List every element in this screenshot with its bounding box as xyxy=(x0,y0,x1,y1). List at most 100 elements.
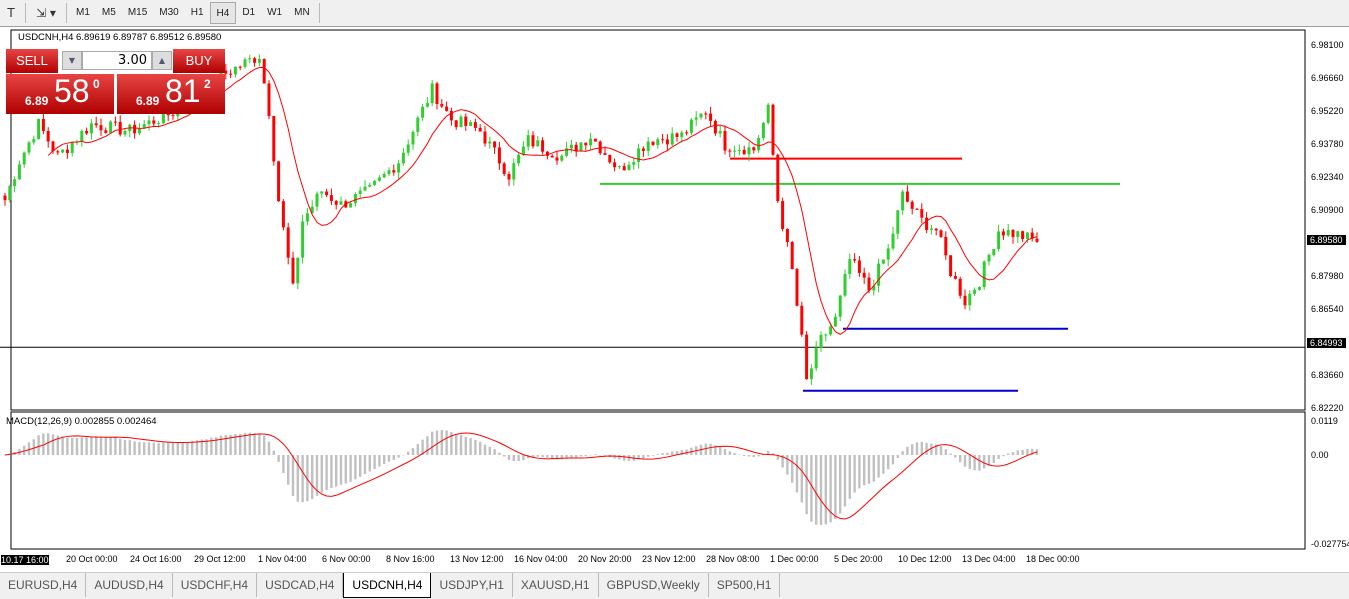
timeframe-w1[interactable]: W1 xyxy=(267,7,283,18)
macd-bar xyxy=(339,455,343,485)
macd-bar xyxy=(234,434,237,455)
macd-bar xyxy=(402,454,405,456)
chart-tab[interactable]: EURUSD,H4 xyxy=(0,573,87,597)
price-axis-label: 6.82220 xyxy=(1311,403,1344,413)
text-tool-icon[interactable]: T xyxy=(7,6,15,20)
macd-bar xyxy=(603,455,607,456)
macd-bar xyxy=(416,443,419,455)
macd-bar xyxy=(1002,455,1005,457)
macd-bar xyxy=(301,455,304,503)
chart-tab[interactable]: USDJPY,H1 xyxy=(431,573,513,597)
macd-bar xyxy=(584,455,587,456)
chart-tab[interactable]: SP500,H1 xyxy=(709,573,781,597)
candle xyxy=(833,316,837,327)
macd-bar xyxy=(560,455,563,460)
lot-increase-button[interactable]: ▲ xyxy=(152,51,172,70)
bid-price[interactable]: 6.89 58 0 xyxy=(6,73,114,114)
candle xyxy=(406,144,410,153)
macd-bar xyxy=(349,455,352,482)
candle xyxy=(694,117,698,120)
candle xyxy=(137,128,141,134)
lot-decrease-button[interactable]: ▼ xyxy=(62,51,82,70)
candle xyxy=(776,154,780,202)
candle xyxy=(901,191,905,211)
timeframe-m15[interactable]: M15 xyxy=(127,7,148,18)
macd-bar xyxy=(119,438,122,455)
lot-size-input[interactable]: 3.00 xyxy=(82,51,152,70)
candle xyxy=(589,138,593,146)
macd-bar xyxy=(1011,452,1015,455)
candle xyxy=(795,269,799,306)
macd-bar xyxy=(282,455,285,474)
chart-tabs: EURUSD,H4 AUDUSD,H4 USDCHF,H4 USDCAD,H4 USDC… xyxy=(0,572,1349,599)
candle xyxy=(397,163,401,173)
timeframe-m5[interactable]: M5 xyxy=(101,7,116,18)
candle xyxy=(910,201,914,209)
candle xyxy=(896,210,900,234)
candle xyxy=(987,254,991,262)
candle xyxy=(886,248,890,260)
sell-button[interactable]: SELL xyxy=(6,49,58,73)
macd-bar xyxy=(95,436,98,455)
chart-tab[interactable]: USDCNH,H4 xyxy=(343,573,432,598)
price-axis-label: 6.93780 xyxy=(1311,139,1344,149)
candle xyxy=(526,135,530,147)
macd-bar xyxy=(215,437,218,455)
chart-tab[interactable]: XAUUSD,H1 xyxy=(513,573,599,597)
candle xyxy=(915,208,919,210)
timeframe-h4[interactable]: H4 xyxy=(209,2,237,24)
macd-bar xyxy=(344,455,347,484)
chart-tab[interactable]: USDCHF,H4 xyxy=(173,573,258,597)
macd-bar xyxy=(3,455,7,456)
chart-tab[interactable]: USDCAD,H4 xyxy=(257,573,344,597)
macd-chart[interactable] xyxy=(0,411,1349,550)
macd-bar xyxy=(714,445,717,455)
candle xyxy=(305,213,309,222)
timeframe-m1[interactable]: M1 xyxy=(76,7,90,18)
macd-bar xyxy=(891,455,895,465)
macd-bar xyxy=(431,431,434,455)
macd-bar xyxy=(80,437,83,455)
buy-button[interactable]: BUY xyxy=(173,49,225,73)
chart-tab[interactable]: GBPUSD,Weekly xyxy=(599,573,709,597)
macd-bar xyxy=(920,441,923,455)
chart-tab[interactable]: AUDUSD,H4 xyxy=(86,573,173,597)
macd-bar xyxy=(498,452,501,455)
macd-bar xyxy=(954,455,957,458)
macd-bar xyxy=(99,436,103,455)
macd-bar xyxy=(536,455,539,457)
macd-bar xyxy=(167,442,170,455)
macd-bar xyxy=(829,455,832,523)
candle xyxy=(339,201,343,205)
price-chart[interactable] xyxy=(0,27,1349,411)
candle xyxy=(325,191,329,196)
candle xyxy=(747,147,751,155)
macd-bar xyxy=(455,434,458,455)
timeframe-mn[interactable]: MN xyxy=(294,7,310,18)
ask-sup: 2 xyxy=(204,77,211,91)
macd-bar xyxy=(157,443,160,455)
macd-bar xyxy=(671,451,674,455)
arrows-tool-icon[interactable]: ⇲ ▾ xyxy=(36,6,56,20)
candle xyxy=(142,124,146,129)
candle xyxy=(281,201,285,228)
timeframe-h1[interactable]: H1 xyxy=(190,7,204,18)
candle xyxy=(781,201,785,229)
macd-bar xyxy=(32,439,35,455)
candle xyxy=(872,285,876,291)
timeframe-d1[interactable]: D1 xyxy=(242,7,256,18)
macd-bar xyxy=(383,455,386,465)
ask-price[interactable]: 6.89 81 2 xyxy=(117,73,225,114)
macd-bar xyxy=(378,455,381,467)
price-axis-label: 6.98100 xyxy=(1311,40,1344,50)
candle xyxy=(109,121,113,133)
candle xyxy=(848,259,852,274)
macd-bar xyxy=(810,455,813,522)
candle xyxy=(315,193,319,207)
price-axis-label: 6.92340 xyxy=(1311,172,1344,182)
candle xyxy=(661,139,665,141)
candle xyxy=(742,149,746,155)
candle xyxy=(675,133,679,137)
candle xyxy=(488,141,492,144)
timeframe-m30[interactable]: M30 xyxy=(159,7,179,18)
